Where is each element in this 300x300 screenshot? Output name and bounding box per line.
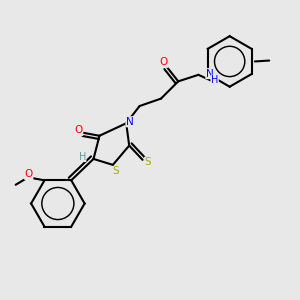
Text: H: H <box>211 75 218 85</box>
Text: O: O <box>74 125 83 135</box>
Text: O: O <box>25 169 33 179</box>
Text: S: S <box>112 167 119 176</box>
Text: N: N <box>206 69 214 79</box>
Text: S: S <box>145 157 151 167</box>
Text: N: N <box>126 117 134 127</box>
Text: H: H <box>79 152 86 162</box>
Text: O: O <box>160 57 168 67</box>
